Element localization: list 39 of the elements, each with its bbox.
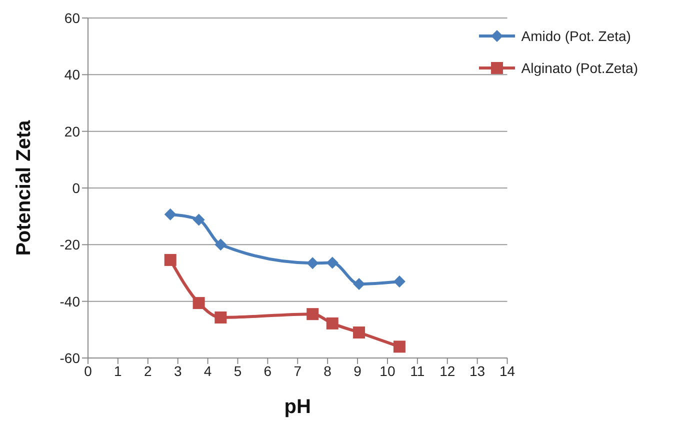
point xyxy=(393,340,406,353)
x-axis-title: pH xyxy=(284,396,311,418)
x-tick-label: 0 xyxy=(84,362,92,379)
y-tick-label: 20 xyxy=(64,123,80,140)
point xyxy=(192,214,205,226)
x-tick-label: 4 xyxy=(204,362,212,379)
y-tick-label: -60 xyxy=(60,350,80,366)
y-tick-label: 40 xyxy=(64,66,80,83)
point xyxy=(164,254,176,266)
y-tick-label: -20 xyxy=(60,236,80,253)
x-tick-label: 2 xyxy=(144,362,152,379)
x-tick-label: 12 xyxy=(440,362,456,379)
x-tick-label: 5 xyxy=(234,362,242,379)
x-tick-label: 11 xyxy=(410,362,425,379)
point xyxy=(326,317,338,330)
x-tick-label: 8 xyxy=(324,362,332,379)
point xyxy=(326,256,338,269)
x-tick-label: 14 xyxy=(499,362,516,379)
point xyxy=(353,326,366,338)
x-tick-label: 7 xyxy=(294,362,302,379)
point xyxy=(306,257,319,270)
y-tick-label: 60 xyxy=(64,10,80,26)
point xyxy=(306,308,319,320)
point xyxy=(164,208,176,220)
y-tick-label: -40 xyxy=(60,293,80,310)
legend-label: Amido (Pot. Zeta) xyxy=(521,28,631,44)
point xyxy=(214,311,227,324)
x-tick-label: 1 xyxy=(114,362,122,379)
y-tick-label: 0 xyxy=(72,180,80,196)
x-tick-label: 9 xyxy=(354,362,362,379)
x-tick-label: 6 xyxy=(264,362,272,379)
point xyxy=(214,238,227,251)
point xyxy=(393,276,406,288)
point xyxy=(192,297,205,310)
x-tick-label: 13 xyxy=(470,362,486,379)
x-tick-label: 10 xyxy=(380,362,396,379)
y-axis-title: Potencial Zeta xyxy=(13,119,36,256)
x-tick-label: 3 xyxy=(174,362,182,379)
legend-label: Alginato (Pot.Zeta) xyxy=(521,60,638,76)
